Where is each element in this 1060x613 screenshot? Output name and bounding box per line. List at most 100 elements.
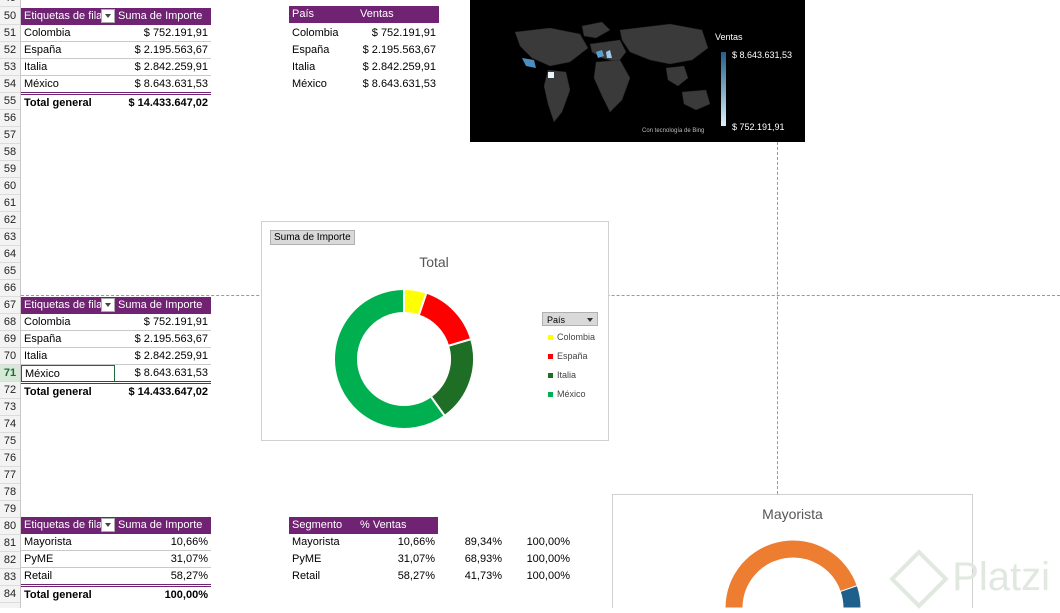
- row-number[interactable]: 51: [0, 25, 20, 42]
- legend-item-espana[interactable]: España: [548, 351, 588, 361]
- row-number[interactable]: 60: [0, 178, 20, 195]
- row-number[interactable]: 76: [0, 450, 20, 467]
- table-row-label[interactable]: Colombia: [292, 27, 339, 39]
- table-cell[interactable]: 31,07%: [397, 553, 435, 565]
- field-button-sum-importe[interactable]: Suma de Importe: [270, 230, 355, 245]
- row-number[interactable]: 53: [0, 59, 20, 76]
- row-number[interactable]: 59: [0, 161, 20, 178]
- row-number[interactable]: 79: [0, 501, 20, 518]
- row-number[interactable]: 66: [0, 280, 20, 297]
- table-row-label[interactable]: PyME: [21, 551, 115, 568]
- row-number[interactable]: 58: [0, 144, 20, 161]
- row-number[interactable]: 71: [0, 365, 20, 382]
- row-number[interactable]: 73: [0, 399, 20, 416]
- table-cell[interactable]: 100,00%: [526, 536, 570, 548]
- row-number[interactable]: 84: [0, 586, 20, 603]
- row-number[interactable]: 80: [0, 518, 20, 535]
- total-value[interactable]: 100,00%: [115, 584, 211, 601]
- legend-item-italia[interactable]: Italia: [548, 370, 576, 380]
- table-cell[interactable]: 10,66%: [397, 536, 435, 548]
- row-number[interactable]: 72: [0, 382, 20, 399]
- table-row-label[interactable]: Retail: [292, 570, 321, 582]
- table-cell[interactable]: 68,93%: [464, 553, 502, 565]
- table-row-value[interactable]: $ 2.842.259,91: [115, 59, 211, 76]
- table-row-value[interactable]: $ 8.643.631,53: [134, 78, 208, 90]
- map-chart[interactable]: Ventas $ 8.643.631,53 $ 752.191,91 Con t…: [470, 0, 805, 142]
- table-row-label[interactable]: México: [24, 78, 59, 90]
- row-number[interactable]: 78: [0, 484, 20, 501]
- row-number[interactable]: 67: [0, 297, 20, 314]
- table-row-label[interactable]: España: [21, 331, 115, 348]
- total-label[interactable]: Total general: [21, 584, 115, 601]
- table-row-value[interactable]: $ 2.842.259,91: [115, 348, 211, 365]
- row-number[interactable]: 55: [0, 93, 20, 110]
- mexico-region[interactable]: [522, 58, 536, 68]
- table-row-label[interactable]: Italia: [292, 61, 316, 73]
- table-cell[interactable]: 41,73%: [464, 570, 502, 582]
- table-row-label[interactable]: México: [292, 78, 327, 90]
- row-number[interactable]: 68: [0, 314, 20, 331]
- table-cell[interactable]: 100,00%: [526, 553, 570, 565]
- table-row-value[interactable]: $ 2.195.563,67: [115, 331, 211, 348]
- table-row-label[interactable]: PyME: [292, 553, 322, 565]
- donut-slice-españa[interactable]: [417, 291, 473, 348]
- table-row-value[interactable]: $ 8.643.631,53: [134, 367, 208, 379]
- table-row-label[interactable]: Colombia: [21, 25, 115, 42]
- table-row-label[interactable]: México: [21, 365, 115, 382]
- table-row-value[interactable]: $ 2.842.259,91: [362, 61, 436, 73]
- row-number[interactable]: 56: [0, 110, 20, 127]
- row-number[interactable]: 77: [0, 467, 20, 484]
- donut-slice-méxico[interactable]: [333, 287, 447, 430]
- table-row-value[interactable]: $ 752.191,91: [115, 314, 211, 331]
- row-number[interactable]: 54: [0, 76, 20, 93]
- filter-dropdown-icon[interactable]: [101, 9, 115, 23]
- filter-dropdown-icon[interactable]: [101, 518, 115, 532]
- row-number[interactable]: 57: [0, 127, 20, 144]
- italia-region[interactable]: [606, 50, 612, 58]
- legend-filter-button[interactable]: País: [542, 312, 598, 326]
- table-row-value[interactable]: $ 752.191,91: [371, 27, 436, 39]
- table-cell[interactable]: 100,00%: [526, 570, 570, 582]
- colombia-region[interactable]: [548, 72, 554, 78]
- row-number[interactable]: 75: [0, 433, 20, 450]
- table-row-label[interactable]: Mayorista: [21, 534, 115, 551]
- row-number[interactable]: 83: [0, 569, 20, 586]
- table-cell[interactable]: 89,34%: [464, 536, 502, 548]
- table-cell[interactable]: 58,27%: [397, 570, 435, 582]
- total-label[interactable]: Total general: [21, 92, 115, 109]
- legend-item-mexico[interactable]: México: [548, 389, 586, 399]
- row-number[interactable]: 63: [0, 229, 20, 246]
- table-row-label[interactable]: Mayorista: [292, 536, 340, 548]
- table-row-value[interactable]: $ 8.643.631,53: [362, 78, 436, 90]
- total-value[interactable]: $ 14.433.647,02: [115, 381, 211, 398]
- table-row-value[interactable]: 58,27%: [170, 570, 208, 582]
- table-row-value[interactable]: 10,66%: [115, 534, 211, 551]
- filter-dropdown-icon[interactable]: [101, 298, 115, 312]
- row-number[interactable]: 82: [0, 552, 20, 569]
- table-row-value[interactable]: $ 752.191,91: [115, 25, 211, 42]
- gauge-chart[interactable]: Mayorista: [612, 494, 973, 609]
- table-row-label[interactable]: Italia: [21, 59, 115, 76]
- row-number[interactable]: 50: [0, 8, 20, 25]
- row-number[interactable]: 62: [0, 212, 20, 229]
- table-row-value[interactable]: $ 2.195.563,67: [115, 42, 211, 59]
- table-row-label[interactable]: Colombia: [21, 314, 115, 331]
- table-row-value[interactable]: 31,07%: [115, 551, 211, 568]
- espana-region[interactable]: [596, 50, 604, 58]
- row-number[interactable]: 61: [0, 195, 20, 212]
- donut-chart[interactable]: Suma de Importe Total País Colombia Espa…: [261, 221, 609, 441]
- row-number[interactable]: 69: [0, 331, 20, 348]
- table-row-label[interactable]: Retail: [24, 570, 53, 582]
- total-value[interactable]: $ 14.433.647,02: [115, 92, 211, 109]
- row-number[interactable]: 64: [0, 246, 20, 263]
- table-row-label[interactable]: España: [21, 42, 115, 59]
- total-label[interactable]: Total general: [21, 381, 115, 398]
- table-row-label[interactable]: Italia: [21, 348, 115, 365]
- row-number[interactable]: 70: [0, 348, 20, 365]
- legend-item-colombia[interactable]: Colombia: [548, 332, 595, 342]
- row-number[interactable]: 52: [0, 42, 20, 59]
- row-number[interactable]: 81: [0, 535, 20, 552]
- gauge-slice-resto[interactable]: [724, 539, 858, 609]
- row-number[interactable]: 65: [0, 263, 20, 280]
- row-number[interactable]: 74: [0, 416, 20, 433]
